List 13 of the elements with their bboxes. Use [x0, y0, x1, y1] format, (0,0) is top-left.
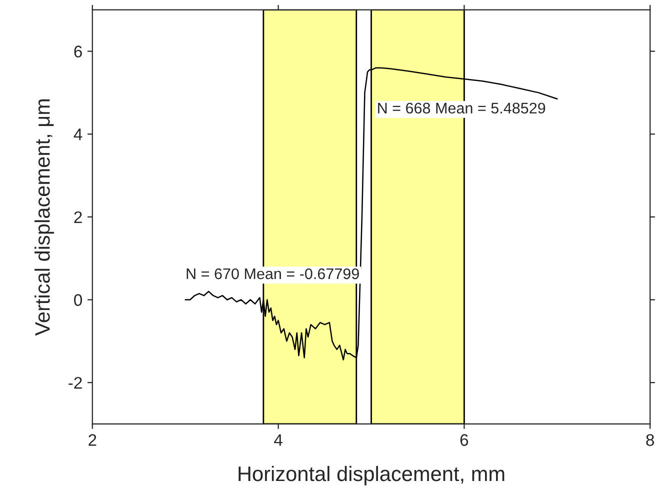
y-tick-label: -2: [68, 376, 82, 389]
x-tick-label: 8: [646, 434, 654, 446]
annotation: N = 670 Mean = -0.67799: [186, 268, 359, 280]
x-axis-title: Horizontal displacement, mm: [238, 466, 504, 486]
y-tick-label: 2: [74, 211, 82, 223]
y-tick-label: 6: [74, 46, 82, 58]
y-tick-label: 4: [74, 128, 82, 140]
x-tick-label: 2: [88, 434, 96, 446]
y-axis-title: Vertical displacement, μm: [34, 99, 54, 336]
x-tick-label: 4: [274, 434, 282, 446]
y-tick-label: 0: [74, 294, 82, 306]
x-tick-label: 6: [460, 434, 468, 446]
annotation: N = 668 Mean = 5.48529: [378, 102, 546, 114]
